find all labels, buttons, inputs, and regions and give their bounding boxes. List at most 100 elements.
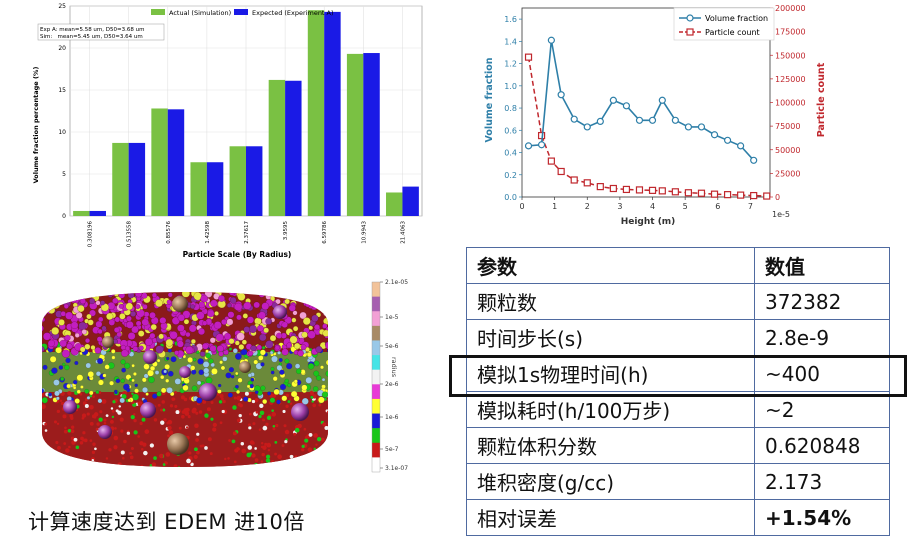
sim-particle xyxy=(307,352,312,358)
sim-particle xyxy=(62,362,66,367)
sim-particle xyxy=(313,447,316,451)
sim-particle xyxy=(333,430,336,433)
sim-particle xyxy=(103,421,107,425)
line-y-left-tick-label: 0.8 xyxy=(504,104,517,113)
sim-particle xyxy=(73,437,78,442)
sim-particle xyxy=(257,468,261,472)
line-y-left-tick-label: 1.4 xyxy=(504,37,517,46)
sim-particle xyxy=(312,386,319,392)
sim-particle xyxy=(126,431,131,435)
sim-particle xyxy=(332,403,335,406)
sim-particle xyxy=(59,339,67,348)
sim-particle xyxy=(109,419,114,424)
sim-particle xyxy=(118,405,121,408)
sim-particle xyxy=(186,458,191,464)
sim-particle xyxy=(293,432,297,436)
sim-large-sphere xyxy=(291,403,309,421)
sim-particle xyxy=(167,434,170,438)
sim-particle xyxy=(316,375,322,381)
sim-particle xyxy=(229,296,237,304)
sim-particle xyxy=(167,348,172,353)
sim-particle xyxy=(144,338,153,346)
bar-chart-panel: 0.308196 0.513558 0.85576 1.42598 2.37617 3.9… xyxy=(20,0,430,262)
sim-particle xyxy=(254,385,261,392)
sim-particle xyxy=(279,369,285,375)
sim-particle xyxy=(102,373,107,378)
sim-particle xyxy=(284,440,288,444)
sim-particle xyxy=(86,412,90,416)
sim-particle xyxy=(310,293,318,301)
sim-particle xyxy=(139,421,143,426)
sim-particle xyxy=(45,460,49,464)
sim-particle xyxy=(190,365,196,371)
sim-particle xyxy=(97,328,103,334)
particle-count-point xyxy=(609,184,617,193)
sim-particle xyxy=(44,429,48,432)
sim-particle xyxy=(168,420,172,424)
bar-y-tick-label: 15 xyxy=(58,87,66,94)
bar-experiment xyxy=(363,53,380,216)
line-y-left-tick-label: 0.2 xyxy=(504,171,517,180)
param-name: 模拟1s物理时间(h) xyxy=(466,355,755,392)
param-value: ~400 xyxy=(754,355,890,392)
sim-particle xyxy=(324,425,328,431)
sim-particle xyxy=(327,366,328,371)
sim-particle xyxy=(327,348,328,353)
sim-particle xyxy=(188,451,192,455)
sim-particle xyxy=(56,422,60,426)
bar-x-tick-label: 3.9595 xyxy=(283,221,289,241)
sim-particle xyxy=(324,306,328,313)
sim-particle xyxy=(177,324,185,332)
sim-particle xyxy=(162,463,166,466)
line-y-right-tick-label: 200000 xyxy=(775,4,806,13)
param-value: +1.54% xyxy=(754,499,890,536)
particle-count-point xyxy=(622,185,631,194)
sim-particle xyxy=(91,458,95,462)
sim-particle xyxy=(141,417,146,422)
bar-x-tick-label: 10.9943 xyxy=(361,221,367,244)
sim-particle xyxy=(318,403,322,407)
sim-particle xyxy=(82,431,86,435)
sim-particle xyxy=(42,324,44,333)
sim-particle xyxy=(266,415,272,420)
sim-particle xyxy=(126,315,132,322)
sim-particle xyxy=(115,378,121,384)
sim-particle xyxy=(188,415,191,418)
sim-particle xyxy=(281,321,288,328)
volume-fraction-point xyxy=(737,142,745,150)
sim-particle xyxy=(308,454,312,458)
sim-particle xyxy=(71,425,75,429)
particle-count-point xyxy=(596,183,604,191)
sim-particle xyxy=(42,298,47,304)
sim-particle xyxy=(301,384,308,391)
sim-particle xyxy=(58,457,63,461)
sim-particle xyxy=(213,321,222,330)
sim-particle xyxy=(114,316,121,323)
sim-particle xyxy=(249,384,254,389)
sim-particle xyxy=(259,410,265,416)
sim-particle xyxy=(86,396,91,400)
param-value: 372382 xyxy=(754,283,890,320)
particle-count-point xyxy=(710,190,719,198)
sim-particle xyxy=(95,371,101,377)
sim-particle xyxy=(205,349,209,353)
sim-particle xyxy=(60,376,65,381)
sim-particle xyxy=(321,391,328,398)
sim-particle xyxy=(289,402,293,405)
sim-particle xyxy=(243,396,249,402)
bar-simulation xyxy=(151,108,168,216)
sim-particle xyxy=(160,387,167,394)
sim-particle xyxy=(83,438,88,443)
sim-particle xyxy=(331,416,336,421)
sim-particle xyxy=(248,426,252,430)
sim-particle xyxy=(269,397,276,403)
sim-particle xyxy=(176,340,184,348)
sim-particle xyxy=(177,470,180,473)
sim-particle xyxy=(59,399,63,403)
line-y-right-tick-label: 25000 xyxy=(775,169,800,178)
sim-particle xyxy=(236,332,245,341)
sim-particle xyxy=(250,345,257,352)
sim-particle xyxy=(260,362,265,367)
sim-particle xyxy=(327,410,328,414)
sim-particle xyxy=(169,404,174,408)
